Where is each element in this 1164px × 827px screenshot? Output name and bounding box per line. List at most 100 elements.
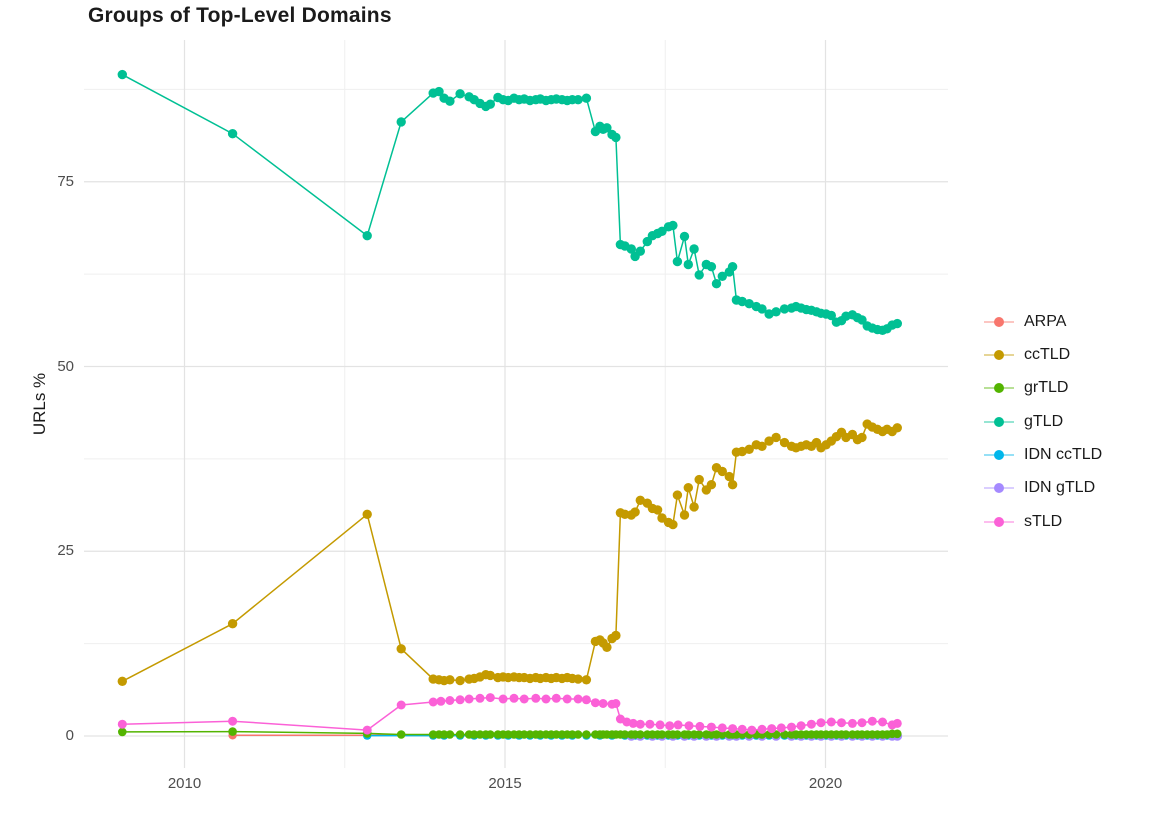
series-point-cctld	[744, 444, 754, 454]
series-point-cctld	[679, 510, 690, 520]
series-point-stld	[598, 699, 608, 708]
series-point-stld	[645, 719, 655, 729]
series-point-cctld	[581, 675, 592, 685]
x-tick-label-2020: 2020	[808, 775, 843, 792]
series-point-grtld	[636, 730, 645, 739]
series-point-gtld	[727, 262, 738, 272]
legend-dot-icon	[994, 450, 1004, 461]
legend-marker-icon	[984, 516, 1014, 527]
legend-item-stld: sTLD	[982, 511, 1162, 532]
series-point-stld	[635, 719, 645, 729]
series-point-stld	[464, 694, 474, 704]
series-point-cctld	[396, 644, 406, 654]
series-point-gtld	[683, 259, 693, 270]
series-point-gtld	[717, 271, 727, 281]
series-point-cctld	[771, 432, 781, 443]
series-point-stld	[573, 694, 583, 704]
series-point-stld	[757, 724, 767, 734]
series-point-gtld	[445, 96, 455, 106]
series-point-gtld	[227, 129, 238, 139]
series-point-stld	[455, 695, 465, 705]
series-point-stld	[706, 722, 716, 732]
series-point-grtld	[396, 730, 406, 739]
series-point-gtld	[635, 246, 645, 256]
series-point-stld	[867, 716, 877, 726]
y-axis-title-text: URLs %	[30, 372, 49, 436]
legend-label: ccTLD	[1024, 345, 1071, 363]
legend-item-cctld: ccTLD	[982, 344, 1162, 365]
series-point-stld	[787, 722, 796, 732]
series-point-cctld	[573, 674, 583, 684]
series-point-grtld	[657, 730, 667, 739]
series-point-grtld	[118, 727, 127, 737]
series-point-stld	[737, 724, 747, 734]
series-point-stld	[551, 693, 561, 703]
legend-label: sTLD	[1024, 512, 1063, 530]
series-point-cctld	[683, 483, 693, 493]
series-point-stld	[531, 693, 541, 703]
series-point-gtld	[581, 93, 592, 103]
series-point-stld	[628, 718, 638, 728]
x-tick-label-2010: 2010	[167, 775, 202, 792]
series-point-cctld	[652, 505, 663, 515]
legend-label: gTLD	[1024, 412, 1064, 430]
legend-marker-icon	[984, 349, 1014, 360]
y-tick-label-0: 0	[65, 727, 74, 744]
series-point-gtld	[672, 256, 683, 267]
series-point-gtld	[485, 99, 495, 109]
legend-marker-icon	[984, 316, 1014, 327]
series-point-cctld	[362, 509, 372, 519]
series-point-grtld	[228, 727, 237, 736]
series-point-gtld	[706, 262, 717, 272]
series-point-cctld	[857, 432, 867, 443]
series-point-stld	[857, 718, 867, 728]
series-point-gtld	[117, 69, 128, 80]
legend-dot-icon	[994, 516, 1004, 527]
series-point-stld	[767, 724, 777, 734]
series-point-cctld	[689, 502, 699, 512]
series-point-stld	[847, 718, 857, 728]
legend-marker-icon	[984, 450, 1014, 461]
series-point-gtld	[711, 279, 722, 289]
series-point-cctld	[779, 437, 790, 448]
series-point-gtld	[626, 244, 636, 254]
legend-label: IDN gTLD	[1024, 479, 1096, 497]
legend-item-idn-gtld: IDN gTLD	[982, 478, 1162, 499]
series-point-stld	[590, 698, 600, 708]
series-point-gtld	[744, 299, 754, 309]
series-point-grtld	[455, 730, 465, 739]
series-point-stld	[806, 719, 816, 729]
series-point-grtld	[893, 729, 902, 739]
series-point-gtld	[455, 89, 465, 99]
legend-item-arpa: ARPA	[982, 311, 1162, 332]
series-point-gtld	[771, 307, 781, 317]
series-point-cctld	[117, 676, 128, 686]
series-point-cctld	[672, 490, 683, 500]
series-point-gtld	[668, 220, 678, 231]
series-point-stld	[228, 716, 238, 726]
series-point-grtld	[620, 730, 630, 739]
series-point-grtld	[841, 730, 851, 739]
series-point-gtld	[779, 304, 790, 314]
series-point-stld	[816, 718, 826, 728]
legend-label: ARPA	[1024, 312, 1067, 330]
series-line-gtld	[121, 73, 898, 332]
series-point-cctld	[706, 480, 717, 490]
series-point-grtld	[486, 730, 495, 739]
series-line-cctld	[121, 423, 898, 682]
series-point-grtld	[718, 730, 727, 739]
series-point-cctld	[727, 480, 738, 490]
series-point-cctld	[717, 466, 727, 477]
series-point-grtld	[780, 730, 789, 739]
series-point-cctld	[724, 471, 734, 482]
x-tick-label-2015: 2015	[488, 775, 522, 792]
series-point-stld	[826, 717, 836, 727]
series-point-stld	[475, 693, 485, 703]
series-point-stld	[611, 699, 621, 708]
series-point-cctld	[892, 423, 902, 433]
series-point-stld	[878, 717, 887, 727]
series-point-gtld	[434, 86, 444, 97]
series-point-cctld	[668, 519, 678, 530]
legend-item-grtld: grTLD	[982, 378, 1162, 399]
